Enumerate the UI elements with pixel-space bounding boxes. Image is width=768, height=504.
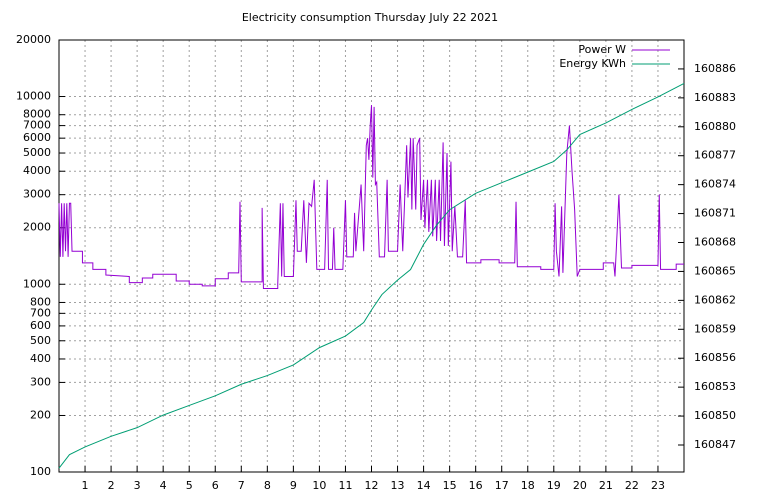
y-tick-label: 1000: [23, 277, 51, 290]
y2-tick-label: 160850: [694, 409, 736, 422]
y2-tick-label: 160847: [694, 438, 736, 451]
x-tick-label: 9: [290, 479, 297, 492]
y-tick-label: 800: [30, 295, 51, 308]
y-tick-label: 4000: [23, 164, 51, 177]
y-tick-label: 2000: [23, 221, 51, 234]
y-tick-label: 5000: [23, 146, 51, 159]
x-tick-label: 12: [365, 479, 379, 492]
y2-tick-label: 160862: [694, 293, 736, 306]
x-tick-label: 22: [625, 479, 639, 492]
y-tick-label: 100: [30, 465, 51, 478]
y-tick-label: 700: [30, 306, 51, 319]
x-tick-label: 1: [82, 479, 89, 492]
x-tick-label: 19: [547, 479, 561, 492]
x-tick-label: 15: [443, 479, 457, 492]
x-tick-label: 23: [651, 479, 665, 492]
x-tick-label: 11: [338, 479, 352, 492]
series-line: [58, 105, 684, 289]
x-tick-label: 5: [186, 479, 193, 492]
y2-tick-label: 160856: [694, 351, 736, 364]
y-tick-label: 400: [30, 352, 51, 365]
x-tick-label: 4: [160, 479, 167, 492]
y-tick-label: 600: [30, 319, 51, 332]
y2-tick-label: 160880: [694, 120, 736, 133]
x-tick-label: 13: [391, 479, 405, 492]
y-tick-label: 3000: [23, 188, 51, 201]
legend-label: Energy KWh: [559, 57, 626, 70]
y-tick-label: 7000: [23, 119, 51, 132]
plot-border: [58, 39, 685, 473]
x-tick-label: 8: [264, 479, 271, 492]
y2-tick-label: 160868: [694, 236, 736, 249]
legend-label: Power W: [578, 43, 626, 56]
x-tick-label: 20: [573, 479, 587, 492]
x-tick-label: 16: [469, 479, 483, 492]
y2-tick-label: 160886: [694, 62, 736, 75]
y2-tick-label: 160874: [694, 178, 736, 191]
chart-title: Electricity consumption Thursday July 22…: [242, 11, 498, 24]
x-tick-label: 7: [238, 479, 245, 492]
x-tick-label: 3: [134, 479, 141, 492]
y2-tick-label: 160871: [694, 207, 736, 220]
x-tick-label: 6: [212, 479, 219, 492]
y-tick-label: 6000: [23, 131, 51, 144]
x-tick-label: 2: [108, 479, 115, 492]
y-tick-label: 200: [30, 408, 51, 421]
y2-tick-label: 160859: [694, 322, 736, 335]
y-tick-label: 300: [30, 375, 51, 388]
y-tick-label: 20000: [16, 33, 51, 46]
y2-tick-label: 160883: [694, 91, 736, 104]
x-tick-label: 17: [495, 479, 509, 492]
x-tick-label: 14: [417, 479, 431, 492]
x-tick-label: 21: [599, 479, 613, 492]
y-tick-label: 10000: [16, 90, 51, 103]
y2-tick-label: 160865: [694, 264, 736, 277]
x-tick-label: 10: [312, 479, 326, 492]
series-line: [58, 82, 685, 469]
y-tick-label: 500: [30, 334, 51, 347]
x-tick-label: 18: [521, 479, 535, 492]
y-tick-label: 8000: [23, 108, 51, 121]
y2-tick-label: 160853: [694, 380, 736, 393]
y2-tick-label: 160877: [694, 149, 736, 162]
